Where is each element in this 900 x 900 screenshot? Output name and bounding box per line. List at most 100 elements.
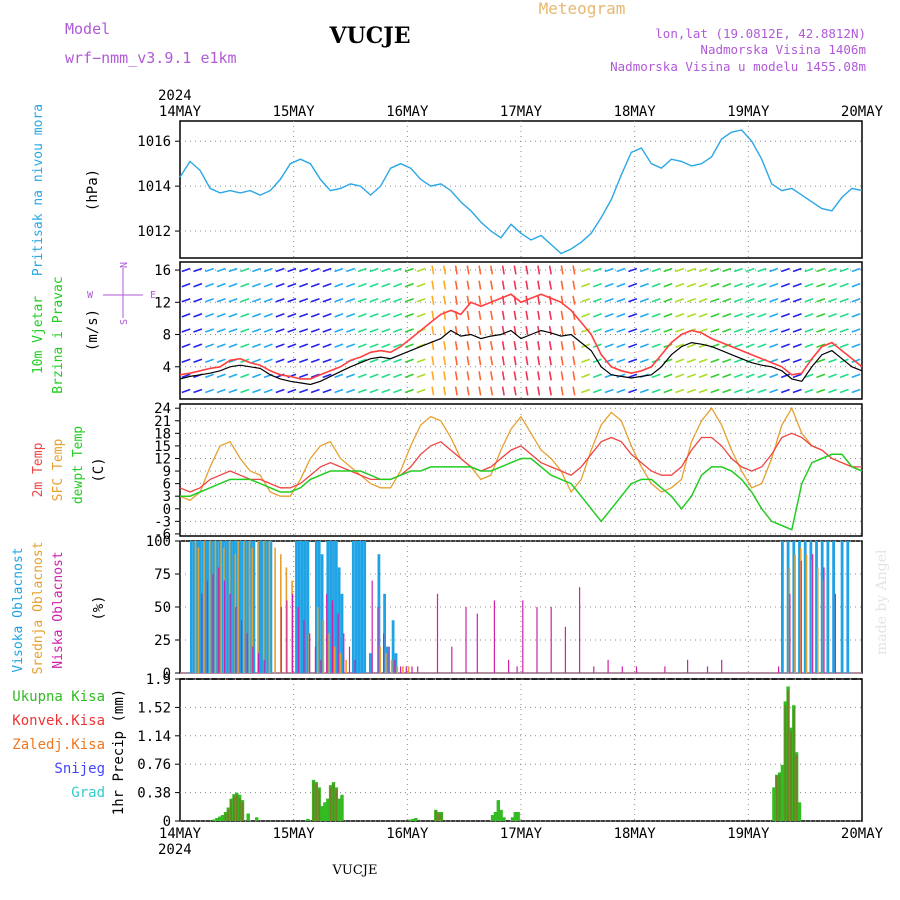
precip-total-bar (408, 819, 412, 821)
compass-w: W (87, 290, 94, 301)
wind-arrow (252, 313, 262, 318)
wind-arrow (733, 373, 743, 379)
wind-arrow (792, 267, 802, 273)
wind-arrow (501, 265, 505, 275)
wind-arrow (431, 341, 435, 351)
cloud-high-bar (386, 646, 389, 673)
wind-arrow (616, 343, 626, 348)
cloud-mid-bar (197, 547, 200, 673)
wind-arrow (310, 313, 320, 318)
precip-conv-bar (778, 774, 781, 821)
x-date-label-bottom: 20MAY (841, 826, 884, 842)
y-tick-label: 8 (163, 328, 171, 344)
wind-arrow (675, 267, 685, 273)
cloud-high-bar (320, 554, 324, 673)
wind-arrow (604, 267, 614, 273)
wind-arrow (560, 325, 564, 336)
precip-total-bar (516, 812, 520, 821)
wind-arrow (393, 343, 403, 348)
cloud-low-bar (508, 659, 510, 673)
wind-arrow (346, 373, 356, 379)
wind-arrow (310, 328, 320, 333)
wind-arrow (548, 341, 552, 351)
cloud-high-bar (315, 541, 318, 673)
x-year-bottom: 2024 (158, 842, 192, 858)
y-tick-label: 0 (163, 502, 171, 518)
cloud-high-bar (218, 541, 222, 673)
cloud-low-bar (314, 646, 316, 673)
wind-arrow (816, 328, 826, 333)
cloud-mid-bar (805, 554, 808, 673)
wind-arrow (722, 313, 732, 318)
wind-arrow (322, 297, 332, 303)
cloud-mid-bar (339, 653, 342, 673)
wind-arrow (616, 328, 626, 333)
y-tick-label: 0 (163, 814, 171, 830)
precip-conv-bar (332, 783, 335, 821)
precip-total-bar (212, 819, 216, 821)
cloud-high-bar (235, 541, 239, 673)
cloud-mid-bar (194, 541, 197, 673)
pressure-unit: (hPa) (85, 169, 101, 211)
y-tick-label: 100 (146, 534, 171, 550)
wind-arrow (443, 341, 447, 351)
wind-arrow (651, 267, 661, 273)
cloud-high-bar (195, 541, 199, 673)
wind-arrow (275, 328, 285, 333)
cloud-low-bar (536, 607, 538, 673)
precip-conv-bar (795, 755, 798, 821)
cloud-high-bar (326, 541, 330, 673)
precip-total-bar (780, 764, 785, 821)
wind-arrow (478, 325, 482, 336)
precip-total-bar (306, 818, 310, 821)
wind-arrow (263, 343, 273, 348)
wind-arrow (513, 386, 517, 396)
cloud-low-bar (286, 600, 288, 673)
wind-arrow (310, 373, 320, 379)
cloud-high-bar (209, 541, 213, 673)
wind-arrow (816, 297, 826, 303)
wind-arrow (193, 282, 203, 288)
wind-arrow (381, 343, 391, 348)
wind-arrow (252, 358, 262, 364)
wind-unit: (m/s) (85, 309, 101, 351)
y-tick-label: 1.9 (146, 672, 171, 688)
wind-arrow (216, 328, 226, 333)
wind-arrow (299, 297, 309, 303)
wind-arrow (686, 282, 696, 288)
wind-arrow (839, 282, 849, 288)
wind-arrow (698, 297, 708, 303)
precip-total-bar (220, 815, 225, 821)
cloud-mid-bar (220, 541, 222, 673)
wind-arrow (581, 267, 591, 273)
wind-arrow (548, 356, 552, 366)
cloud-low-bar (354, 659, 356, 673)
wind-arrow (745, 313, 755, 318)
wind-arrow (839, 297, 849, 303)
cloud-low-bar (465, 607, 467, 673)
wind-arrow (228, 267, 238, 273)
x-date-label-top: 16MAY (386, 104, 429, 120)
precip-total-bar (414, 818, 418, 821)
wind-arrow (769, 373, 779, 379)
wind-arrow (478, 265, 482, 275)
wind-arrow (334, 328, 344, 333)
wind-arrow (357, 328, 367, 333)
dewpt-line (180, 453, 863, 531)
wind-arrow (287, 328, 297, 333)
wind-arrow (604, 282, 614, 288)
wind-arrow (334, 297, 344, 303)
wind-arrow (393, 328, 403, 333)
y-tick-label: 0.76 (137, 757, 171, 773)
wind-arrow (537, 310, 541, 320)
wind-arrow (193, 328, 203, 333)
cloud-high-bar (221, 541, 224, 673)
wind-arrow (181, 328, 191, 333)
wind-arrow (263, 388, 273, 394)
wind-arrow (639, 388, 649, 394)
wind-arrow (299, 282, 309, 288)
cloud-low-bar (800, 560, 802, 673)
cloud-high-bar (246, 541, 250, 673)
wind-arrow (804, 343, 814, 348)
precip-total-bar (493, 812, 498, 821)
